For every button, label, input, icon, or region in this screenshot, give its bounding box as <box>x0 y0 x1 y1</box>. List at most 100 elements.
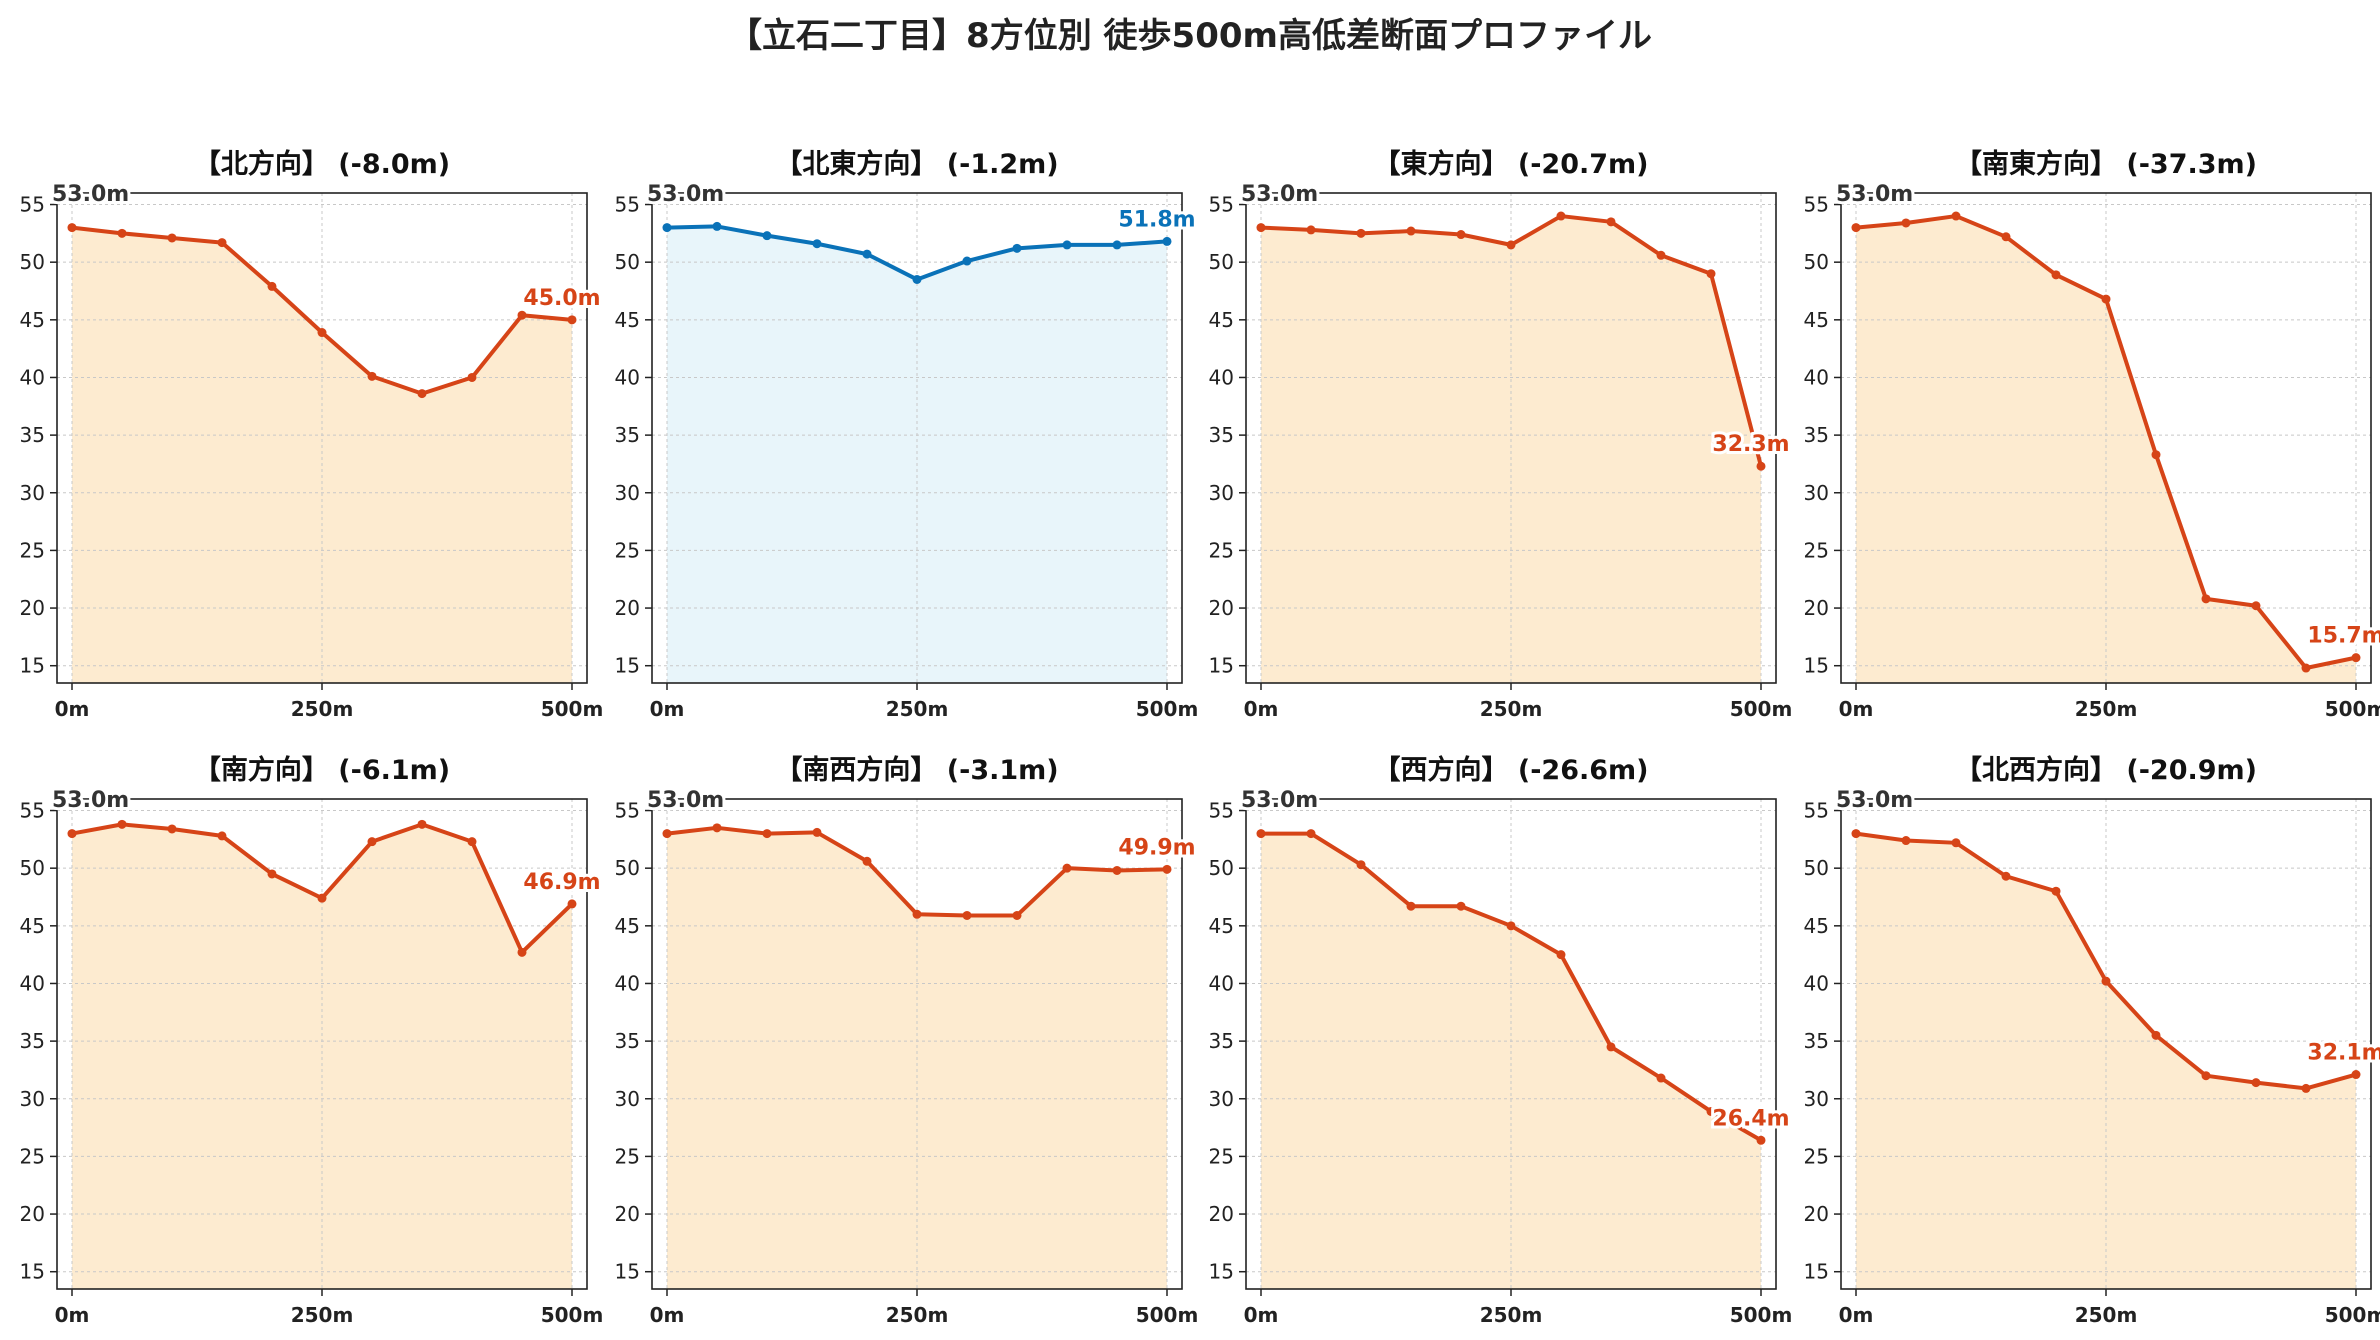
y-tick-label: 20 <box>1209 1202 1234 1226</box>
y-tick-label: 40 <box>1209 971 1234 995</box>
data-point <box>1456 230 1466 240</box>
data-point <box>1162 864 1172 874</box>
y-tick-label: 25 <box>1209 1144 1234 1168</box>
y-tick-label: 30 <box>615 1087 640 1111</box>
x-tick-label: 250m <box>1480 1303 1543 1327</box>
data-point <box>317 328 327 338</box>
data-point <box>1406 901 1416 911</box>
data-point <box>1356 228 1366 238</box>
data-point <box>567 899 577 909</box>
y-tick-label: 15 <box>1209 654 1234 678</box>
end-elevation-label: 32.1m <box>2307 1041 2380 1066</box>
data-point <box>2351 1070 2361 1080</box>
y-tick-label: 25 <box>1209 538 1234 562</box>
y-tick-label: 45 <box>615 914 640 938</box>
y-tick-label: 50 <box>1209 856 1234 880</box>
y-tick-label: 45 <box>20 914 45 938</box>
y-tick-label: 50 <box>615 856 640 880</box>
y-tick-label: 25 <box>20 538 45 562</box>
y-tick-label: 50 <box>1804 856 1829 880</box>
x-tick-label: 500m <box>2325 697 2380 721</box>
x-tick-label: 500m <box>1136 1303 1199 1327</box>
data-point <box>862 249 872 259</box>
data-point <box>167 233 177 243</box>
data-point <box>2351 653 2361 663</box>
x-tick-label: 250m <box>886 1303 949 1327</box>
chart-panel-2: 【東方向】 (-20.7m) 15 20 25 30 35 40 45 50 55 0m 250m 50… <box>1209 148 1793 721</box>
y-tick-label: 35 <box>615 423 640 447</box>
y-tick-label: 35 <box>1209 423 1234 447</box>
start-elevation-label: 53.0m <box>1836 182 1913 207</box>
x-tick-label: 250m <box>2075 697 2138 721</box>
data-point <box>662 223 672 233</box>
panel-title: 【南西方向】 (-3.1m) <box>775 754 1058 786</box>
elevation-area <box>72 824 572 1289</box>
data-point <box>862 856 872 866</box>
data-point <box>2051 270 2061 280</box>
y-tick-label: 35 <box>615 1029 640 1053</box>
data-point <box>1656 250 1666 260</box>
data-point <box>1851 829 1861 839</box>
data-point <box>1756 1135 1766 1145</box>
x-tick-label: 250m <box>886 697 949 721</box>
end-elevation-label: 46.9m <box>523 870 600 895</box>
data-point <box>1606 1042 1616 1052</box>
data-point <box>1556 211 1566 221</box>
start-elevation-label: 53.0m <box>52 788 129 813</box>
y-tick-label: 20 <box>615 1202 640 1226</box>
data-point <box>167 824 177 834</box>
panel-title: 【北方向】 (-8.0m) <box>194 148 450 180</box>
y-tick-label: 30 <box>20 481 45 505</box>
data-point <box>2001 232 2011 242</box>
data-point <box>1951 838 1961 848</box>
y-tick-label: 15 <box>1209 1260 1234 1284</box>
x-tick-label: 0m <box>55 697 90 721</box>
data-point <box>2101 294 2111 304</box>
x-tick-label: 0m <box>650 697 685 721</box>
end-elevation-label: 32.3m <box>1712 432 1789 457</box>
x-tick-label: 0m <box>55 1303 90 1327</box>
chart-panel-6: 【西方向】 (-26.6m) 15 20 25 30 35 40 45 50 55 0m 250m 50… <box>1209 754 1793 1327</box>
data-point <box>2201 594 2211 604</box>
x-tick-label: 0m <box>1244 1303 1279 1327</box>
data-point <box>267 281 277 291</box>
data-point <box>317 893 327 903</box>
y-tick-label: 50 <box>1804 250 1829 274</box>
data-point <box>1506 240 1516 250</box>
y-tick-label: 15 <box>1804 654 1829 678</box>
y-tick-label: 30 <box>20 1087 45 1111</box>
data-point <box>2251 601 2261 611</box>
data-point <box>567 315 577 325</box>
panel-title: 【南東方向】 (-37.3m) <box>1955 148 2257 180</box>
y-tick-label: 40 <box>20 365 45 389</box>
data-point <box>2301 663 2311 673</box>
y-tick-label: 55 <box>20 193 45 217</box>
chart-panel-7: 【北西方向】 (-20.9m) 15 20 25 30 35 40 45 50 55 0m 250m 5… <box>1804 754 2380 1327</box>
figure-title: 【立石二丁目】8方位別 徒歩500m高低差断面プロファイル <box>728 16 1652 56</box>
y-tick-label: 45 <box>1804 308 1829 332</box>
data-point <box>467 372 477 382</box>
y-tick-label: 30 <box>1209 481 1234 505</box>
data-point <box>1556 950 1566 960</box>
data-point <box>812 827 822 837</box>
chart-panel-5: 【南西方向】 (-3.1m) 15 20 25 30 35 40 45 50 55 0m 250m 50… <box>615 754 1199 1327</box>
data-point <box>712 221 722 231</box>
y-tick-label: 20 <box>20 1202 45 1226</box>
x-tick-label: 500m <box>1730 697 1793 721</box>
data-point <box>1506 921 1516 931</box>
end-elevation-label: 51.8m <box>1118 207 1195 232</box>
data-point <box>1012 243 1022 253</box>
x-tick-label: 250m <box>291 697 354 721</box>
y-tick-label: 45 <box>1804 914 1829 938</box>
data-point <box>267 869 277 879</box>
y-tick-label: 15 <box>1804 1260 1829 1284</box>
y-tick-label: 20 <box>1804 1202 1829 1226</box>
data-point <box>2001 871 2011 881</box>
x-tick-label: 500m <box>541 1303 604 1327</box>
y-tick-label: 45 <box>1209 308 1234 332</box>
data-point <box>1062 863 1072 873</box>
y-tick-label: 35 <box>1804 423 1829 447</box>
y-tick-label: 55 <box>1804 799 1829 823</box>
x-tick-label: 0m <box>1244 697 1279 721</box>
